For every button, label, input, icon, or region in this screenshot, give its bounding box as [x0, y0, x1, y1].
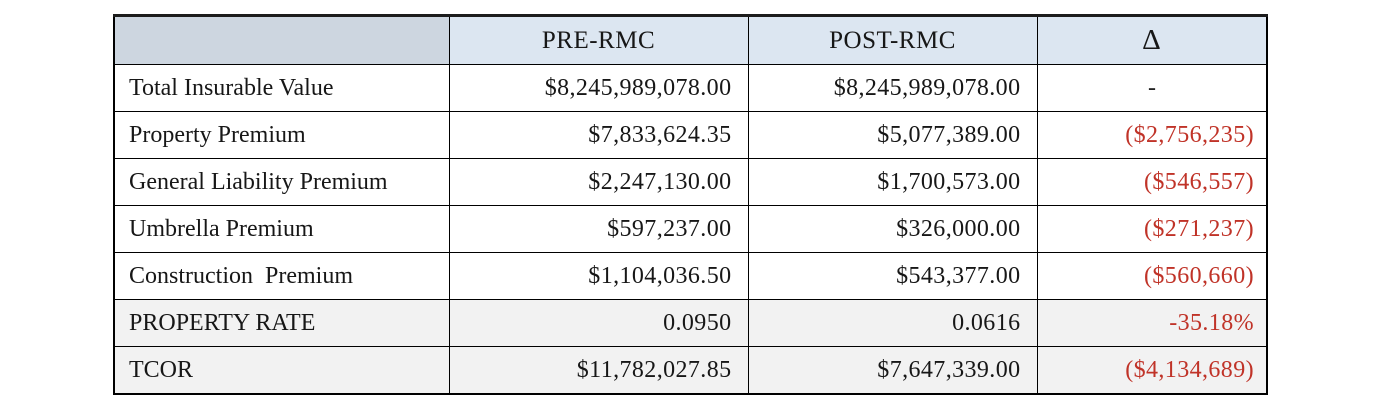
- pre-rmc-value: 0.0950: [448, 299, 749, 347]
- table-row-tcor: TCOR $11,782,027.85 $7,647,339.00 ($4,13…: [113, 346, 1268, 395]
- row-label: Umbrella Premium: [113, 205, 450, 253]
- table-row-construction-premium: Construction Premium $1,104,036.50 $543,…: [113, 252, 1268, 300]
- column-header-post-rmc: POST-RMC: [747, 15, 1038, 65]
- pre-rmc-value: $1,104,036.50: [448, 252, 749, 300]
- pre-rmc-value: $2,247,130.00: [448, 158, 749, 206]
- column-header-delta: Δ: [1036, 15, 1268, 65]
- post-rmc-value: $5,077,389.00: [747, 111, 1038, 159]
- delta-value: ($271,237): [1036, 205, 1268, 253]
- table-row-umbrella-premium: Umbrella Premium $597,237.00 $326,000.00…: [113, 205, 1268, 253]
- table-row-property-premium: Property Premium $7,833,624.35 $5,077,38…: [113, 111, 1268, 159]
- corner-header-cell: [113, 15, 450, 65]
- post-rmc-value: $1,700,573.00: [747, 158, 1038, 206]
- post-rmc-value: 0.0616: [747, 299, 1038, 347]
- delta-value: ($4,134,689): [1036, 346, 1268, 395]
- pre-rmc-value: $8,245,989,078.00: [448, 64, 749, 112]
- pre-rmc-value: $7,833,624.35: [448, 111, 749, 159]
- row-label: Total Insurable Value: [113, 64, 450, 112]
- delta-value: ($560,660): [1036, 252, 1268, 300]
- post-rmc-value: $7,647,339.00: [747, 346, 1038, 395]
- post-rmc-value: $543,377.00: [747, 252, 1038, 300]
- post-rmc-value: $326,000.00: [747, 205, 1038, 253]
- table-row-property-rate: PROPERTY RATE 0.0950 0.0616 -35.18%: [113, 299, 1268, 347]
- table-row-general-liability-premium: General Liability Premium $2,247,130.00 …: [113, 158, 1268, 206]
- header-row: PRE-RMC POST-RMC Δ: [113, 15, 1268, 65]
- row-label: Construction Premium: [113, 252, 450, 300]
- row-label: TCOR: [113, 346, 450, 395]
- column-header-pre-rmc: PRE-RMC: [448, 15, 749, 65]
- delta-value: -35.18%: [1036, 299, 1268, 347]
- delta-value: ($2,756,235): [1036, 111, 1268, 159]
- rmc-comparison-table: PRE-RMC POST-RMC Δ Total Insurable Value…: [113, 14, 1268, 395]
- row-label: Property Premium: [113, 111, 450, 159]
- pre-rmc-value: $11,782,027.85: [448, 346, 749, 395]
- delta-value: -: [1036, 64, 1268, 112]
- delta-value: ($546,557): [1036, 158, 1268, 206]
- table-row-total-insurable-value: Total Insurable Value $8,245,989,078.00 …: [113, 64, 1268, 112]
- row-label: PROPERTY RATE: [113, 299, 450, 347]
- pre-rmc-value: $597,237.00: [448, 205, 749, 253]
- post-rmc-value: $8,245,989,078.00: [747, 64, 1038, 112]
- row-label: General Liability Premium: [113, 158, 450, 206]
